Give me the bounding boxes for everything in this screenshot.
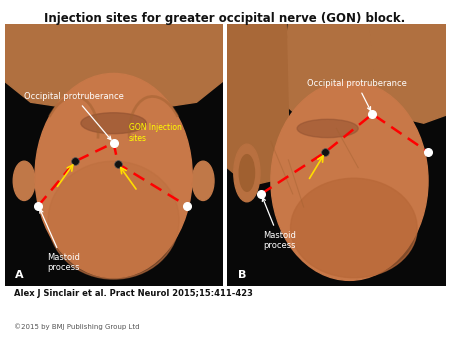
Ellipse shape: [35, 73, 192, 278]
Text: GON Injection
sites: GON Injection sites: [129, 123, 182, 143]
Polygon shape: [4, 24, 85, 107]
Ellipse shape: [234, 144, 260, 202]
Ellipse shape: [192, 161, 214, 200]
Polygon shape: [369, 24, 446, 123]
Ellipse shape: [13, 161, 35, 200]
Ellipse shape: [81, 113, 146, 134]
Text: A: A: [15, 270, 24, 280]
Text: PN: PN: [396, 310, 425, 328]
Ellipse shape: [239, 155, 255, 191]
Polygon shape: [284, 24, 376, 128]
Ellipse shape: [271, 81, 428, 281]
Ellipse shape: [291, 178, 417, 278]
Text: Occipital protruberance: Occipital protruberance: [24, 92, 124, 140]
Text: Occipital protruberance: Occipital protruberance: [307, 79, 407, 110]
Polygon shape: [142, 24, 223, 107]
Text: Alex J Sinclair et al. Pract Neurol 2015;15:411-423: Alex J Sinclair et al. Pract Neurol 2015…: [14, 289, 252, 298]
Text: Injection sites for greater occipital nerve (GON) block.: Injection sites for greater occipital ne…: [45, 12, 405, 25]
Polygon shape: [74, 24, 153, 118]
Text: Mastoid
process: Mastoid process: [40, 210, 80, 272]
Text: B: B: [238, 270, 247, 280]
Polygon shape: [227, 24, 288, 186]
Text: ©2015 by BMJ Publishing Group Ltd: ©2015 by BMJ Publishing Group Ltd: [14, 323, 139, 330]
Ellipse shape: [48, 161, 179, 279]
Text: Mastoid
process: Mastoid process: [262, 198, 296, 250]
Ellipse shape: [297, 119, 358, 138]
